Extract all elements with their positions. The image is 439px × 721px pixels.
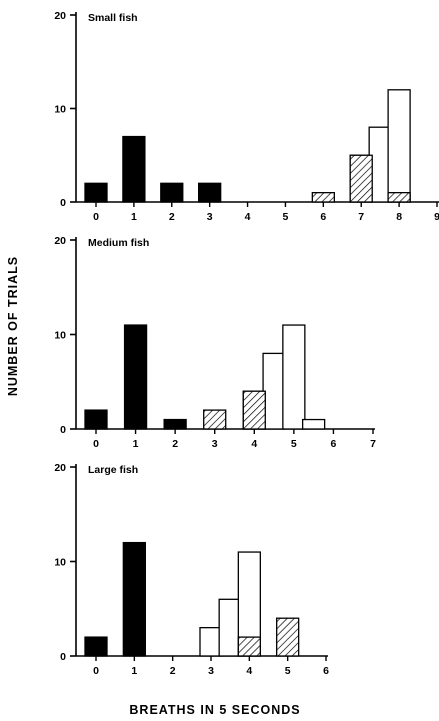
y-tick-label: 20 — [54, 462, 66, 474]
open-bar — [301, 418, 326, 430]
solid-bar — [122, 541, 146, 657]
x-tick-label: 4 — [251, 438, 257, 450]
x-tick-label: 2 — [170, 665, 176, 677]
x-tick-label: 0 — [93, 438, 99, 450]
x-tick-label: 1 — [131, 211, 137, 223]
hatched-bar — [242, 390, 266, 430]
x-tick-label: 4 — [245, 211, 251, 223]
open-bar — [387, 89, 411, 203]
x-tick-label: 1 — [133, 438, 139, 450]
x-tick-label: 5 — [291, 438, 297, 450]
medium-fish-panel: 0 10 20 0 1 2 3 4 5 6 7 Medium fish — [54, 235, 376, 450]
y-tick-label: 0 — [60, 651, 66, 663]
y-tick-label: 20 — [54, 10, 66, 22]
solid-bar — [123, 324, 148, 430]
solid-bar — [163, 418, 187, 430]
x-tick-label: 2 — [169, 211, 175, 223]
x-axis-label: BREATHS IN 5 SECONDS — [129, 703, 300, 717]
x-tick-label: 5 — [283, 211, 289, 223]
x-tick-label: 0 — [93, 665, 99, 677]
solid-bar — [160, 182, 184, 203]
x-tick-label: 3 — [207, 211, 213, 223]
hatched-bar — [349, 154, 373, 203]
large-fish-panel: 0 10 20 0 1 2 3 4 5 6 Large fish — [54, 462, 329, 677]
open-bar — [262, 352, 286, 430]
panel-title: Large fish — [88, 464, 138, 476]
solid-bar — [84, 409, 108, 430]
x-tick-label: 8 — [396, 211, 402, 223]
x-tick-label: 7 — [358, 211, 364, 223]
y-tick-label: 10 — [54, 330, 66, 342]
hatched-bar — [237, 636, 261, 657]
y-tick-label: 20 — [54, 235, 66, 247]
x-tick-label: 2 — [172, 438, 178, 450]
x-tick-label: 1 — [131, 665, 137, 677]
hatched-bar — [276, 617, 300, 657]
x-tick-label: 4 — [246, 665, 252, 677]
x-tick-label: 3 — [212, 438, 218, 450]
hatched-bar — [311, 191, 335, 203]
small-fish-panel: 0 10 20 0 1 2 3 4 5 6 7 8 9 Small fish — [54, 10, 439, 223]
x-tick-label: 3 — [208, 665, 214, 677]
open-bar — [282, 324, 306, 430]
x-tick-label: 5 — [285, 665, 291, 677]
solid-bar — [84, 636, 108, 657]
y-tick-label: 0 — [60, 197, 66, 209]
x-tick-label: 6 — [323, 665, 329, 677]
solid-bar — [198, 182, 222, 203]
panel-title: Small fish — [88, 12, 138, 24]
hatched-bar — [203, 409, 227, 430]
solid-bar — [122, 135, 146, 203]
x-tick-label: 9 — [434, 211, 439, 223]
x-tick-label: 6 — [331, 438, 337, 450]
solid-bar — [84, 182, 108, 203]
y-tick-label: 0 — [60, 424, 66, 436]
x-tick-label: 7 — [370, 438, 376, 450]
y-axis-label: NUMBER OF TRIALS — [6, 256, 20, 396]
x-tick-label: 0 — [93, 211, 99, 223]
y-tick-label: 10 — [54, 557, 66, 569]
y-tick-label: 10 — [54, 104, 66, 116]
x-tick-label: 6 — [320, 211, 326, 223]
panel-title: Medium fish — [88, 237, 149, 249]
hatched-bar — [387, 191, 411, 203]
